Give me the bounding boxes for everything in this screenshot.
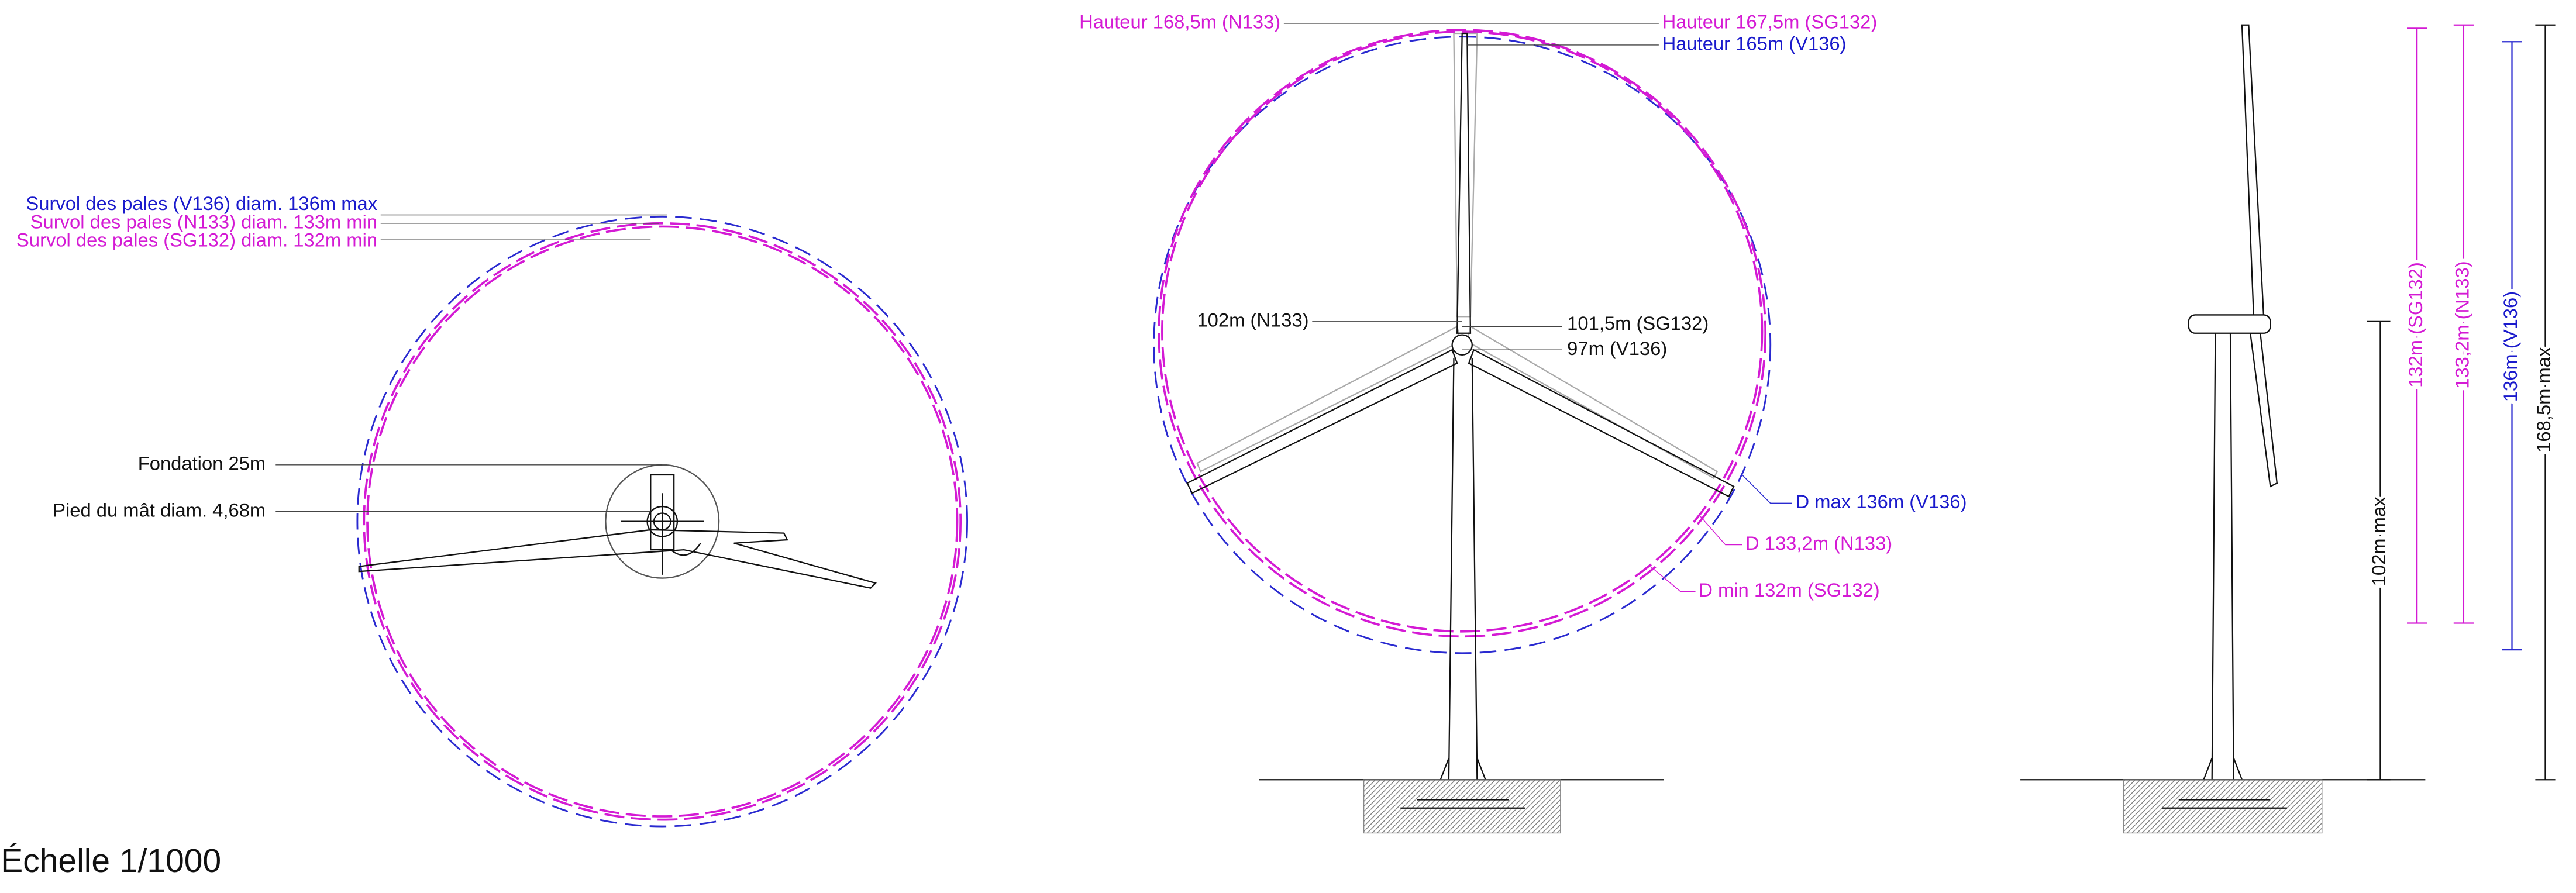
- label: 102m (N133): [1197, 309, 1308, 330]
- label: Survol des pales (SG132) diam. 132m min: [16, 229, 377, 251]
- label: D min 132m (SG132): [1699, 579, 1879, 601]
- label: D 133,2m (N133): [1745, 532, 1892, 554]
- label: Fondation 25m: [138, 452, 266, 474]
- front-view: Hauteur 168,5m (N133) Hauteur 167,5m (SG…: [1079, 11, 1967, 834]
- label: Survol des pales (N133) diam. 133m min: [30, 211, 377, 232]
- top-view: Survol des pales (V136) diam. 136m max S…: [16, 192, 969, 828]
- label: Survol des pales (V136) diam. 136m max: [26, 192, 377, 214]
- label: D max 136m (V136): [1795, 491, 1967, 512]
- label: 97m (V136): [1567, 337, 1667, 359]
- label: Hauteur 168,5m (N133): [1079, 11, 1280, 33]
- label: 101,5m (SG132): [1567, 312, 1709, 334]
- dimension-label: 132m (SG132): [2405, 262, 2426, 388]
- scale-label: Échelle 1/1000: [1, 842, 221, 880]
- side-view: 132m (SG132) 133,2m (N133) 136m (V136) 1…: [2020, 24, 2558, 834]
- dimension-label: 168,5m max: [2533, 347, 2554, 453]
- dimension-label: 136m (V136): [2499, 291, 2521, 402]
- label: Pied du mât diam. 4,68m: [53, 499, 266, 520]
- dimension-label: 102m max: [2368, 497, 2389, 587]
- dimension-label: 133,2m (N133): [2451, 261, 2473, 388]
- label: Hauteur 167,5m (SG132): [1662, 11, 1878, 33]
- label: Hauteur 165m (V136): [1662, 33, 1847, 54]
